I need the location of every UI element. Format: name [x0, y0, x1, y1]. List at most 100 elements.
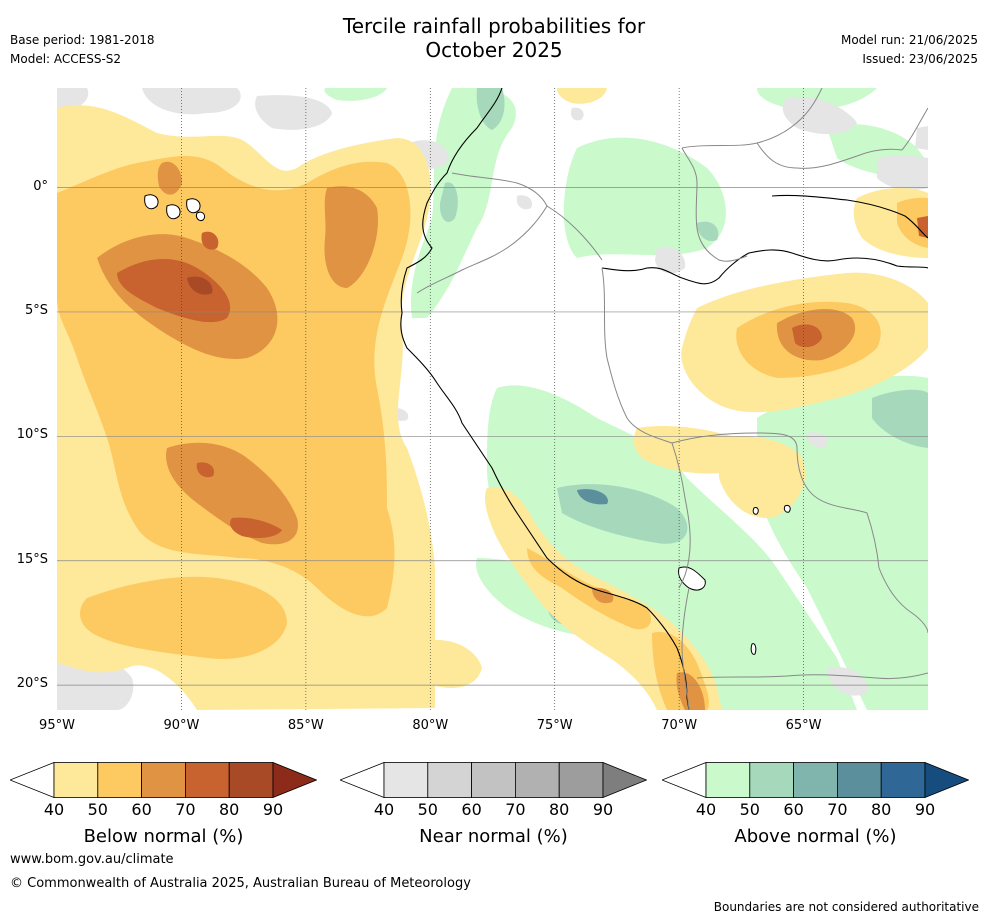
below-normal-region	[230, 517, 282, 538]
above-normal-region	[577, 489, 608, 505]
issued-date: Issued: 23/06/2025	[862, 52, 978, 66]
colorbar-swatch	[749, 762, 795, 798]
near-normal-region	[255, 95, 332, 130]
below-normal-region	[117, 258, 231, 323]
near-normal-region	[516, 195, 533, 210]
colorbar-below-normal-swatches	[8, 761, 318, 799]
title-line-1: Tercile rainfall probabilities for	[342, 14, 646, 38]
y-tick-label: 0°	[33, 178, 48, 194]
y-tick-label: 15°S	[16, 551, 48, 567]
colorbar-tick-label: 70	[827, 800, 848, 819]
galapagos-island	[186, 198, 201, 214]
y-tick-label: 20°S	[16, 676, 48, 692]
colorbar-swatch	[705, 762, 751, 798]
near-normal-region	[571, 107, 584, 121]
bom-url-link[interactable]: www.bom.gov.au/climate	[10, 852, 174, 867]
y-tick-label: 10°S	[16, 427, 48, 443]
colorbar-tick-label: 90	[914, 800, 936, 819]
colorbar-tick-label: 60	[461, 800, 482, 819]
above-normal-region	[439, 182, 458, 223]
above-normal-region	[563, 137, 726, 258]
colorbar-tick-label: 60	[783, 800, 804, 819]
y-tick-label: 5°S	[24, 302, 48, 318]
disclaimer-text: Boundaries are not considered authoritat…	[713, 900, 979, 914]
below-normal-region	[917, 216, 928, 238]
colorbar-swatch	[471, 762, 516, 798]
gridlines	[57, 88, 928, 710]
below-normal-region	[592, 587, 614, 604]
colorbar-swatch	[427, 762, 473, 798]
below-normal-region	[196, 462, 215, 478]
lake	[750, 643, 757, 655]
near-normal-region	[142, 88, 241, 115]
above-normal-region	[872, 389, 928, 448]
colorbar-swatch	[184, 762, 230, 798]
colorbar-high-extension	[602, 761, 648, 799]
below-normal-region	[412, 639, 482, 688]
model-name: Model: ACCESS-S2	[10, 52, 122, 66]
country-borders	[416, 88, 928, 710]
below-normal-regions-east	[485, 88, 928, 710]
x-tick-label: 85°W	[287, 718, 324, 733]
colorbar-high-extension	[272, 761, 318, 799]
below-normal-region	[676, 672, 705, 710]
below-normal-region	[324, 186, 378, 288]
colorbar-tick-label: 70	[505, 800, 526, 819]
title-line-2: October 2025	[425, 38, 563, 62]
colorbar-tick-label: 60	[131, 800, 152, 819]
amazon-river	[601, 249, 928, 285]
colorbar-tick-label: 50	[739, 800, 760, 819]
border-peru-brazil	[601, 267, 691, 589]
below-normal-region	[557, 88, 607, 104]
galapagos-island	[166, 204, 181, 220]
galapagos-island	[196, 211, 206, 221]
near-normal-region	[915, 126, 928, 150]
lake	[752, 507, 759, 515]
colorbar-tick-label: 80	[219, 800, 240, 819]
colorbar-swatch	[228, 762, 274, 798]
border-paraguay	[878, 567, 928, 634]
colorbar-tick-label: 80	[871, 800, 892, 819]
above-normal-region	[324, 88, 387, 101]
below-normal-region	[187, 276, 213, 295]
colorbar-low-extension	[660, 761, 707, 799]
map-title: Tercile rainfall probabilities for Octob…	[0, 14, 988, 62]
above-normal-region	[458, 108, 493, 181]
x-tick-label: 65°W	[785, 718, 822, 733]
colorbar-swatch	[880, 762, 926, 798]
below-normal-region	[157, 161, 182, 195]
colorbar-above-normal	[660, 761, 970, 799]
legend-label-near-normal: Near normal (%)	[419, 826, 568, 847]
border-guyana	[901, 107, 928, 151]
rainfall-probability-map[interactable]	[57, 88, 928, 710]
below-normal-region	[80, 576, 288, 659]
border-venezuela	[681, 88, 823, 149]
galapagos-island	[144, 194, 159, 210]
near-normal-region	[655, 246, 686, 274]
below-normal-region	[717, 436, 806, 519]
colorbar-high-extension	[924, 761, 970, 799]
legend-label-above-normal: Above normal (%)	[734, 826, 897, 847]
colorbar-near-normal-swatches	[338, 761, 648, 799]
colorbar-swatch	[514, 762, 560, 798]
colorbar-swatch	[141, 762, 186, 798]
colorbar-swatch	[97, 762, 143, 798]
border-ecuador-peru	[416, 172, 548, 294]
colorbar-tick-label: 40	[43, 800, 65, 819]
border-colombia-brazil	[681, 147, 748, 262]
colorbar-tick-label: 50	[87, 800, 108, 819]
below-normal-region	[792, 324, 822, 348]
colorbar-swatch	[53, 762, 99, 798]
colorbar-above-normal-swatches	[660, 761, 970, 799]
copyright-text: © Commonwealth of Australia 2025, Austra…	[10, 876, 471, 891]
above-normal-region	[697, 221, 719, 242]
border-bolivia-chile	[681, 587, 690, 710]
legend-label-below-normal: Below normal (%)	[83, 826, 244, 847]
lake	[783, 505, 791, 513]
colorbar-swatch	[383, 762, 429, 798]
colorbar-tick-label: 90	[262, 800, 284, 819]
colorbar-swatch	[836, 762, 882, 798]
x-tick-label: 75°W	[536, 718, 573, 733]
colorbar-swatch	[793, 762, 838, 798]
x-tick-label: 80°W	[412, 718, 449, 733]
